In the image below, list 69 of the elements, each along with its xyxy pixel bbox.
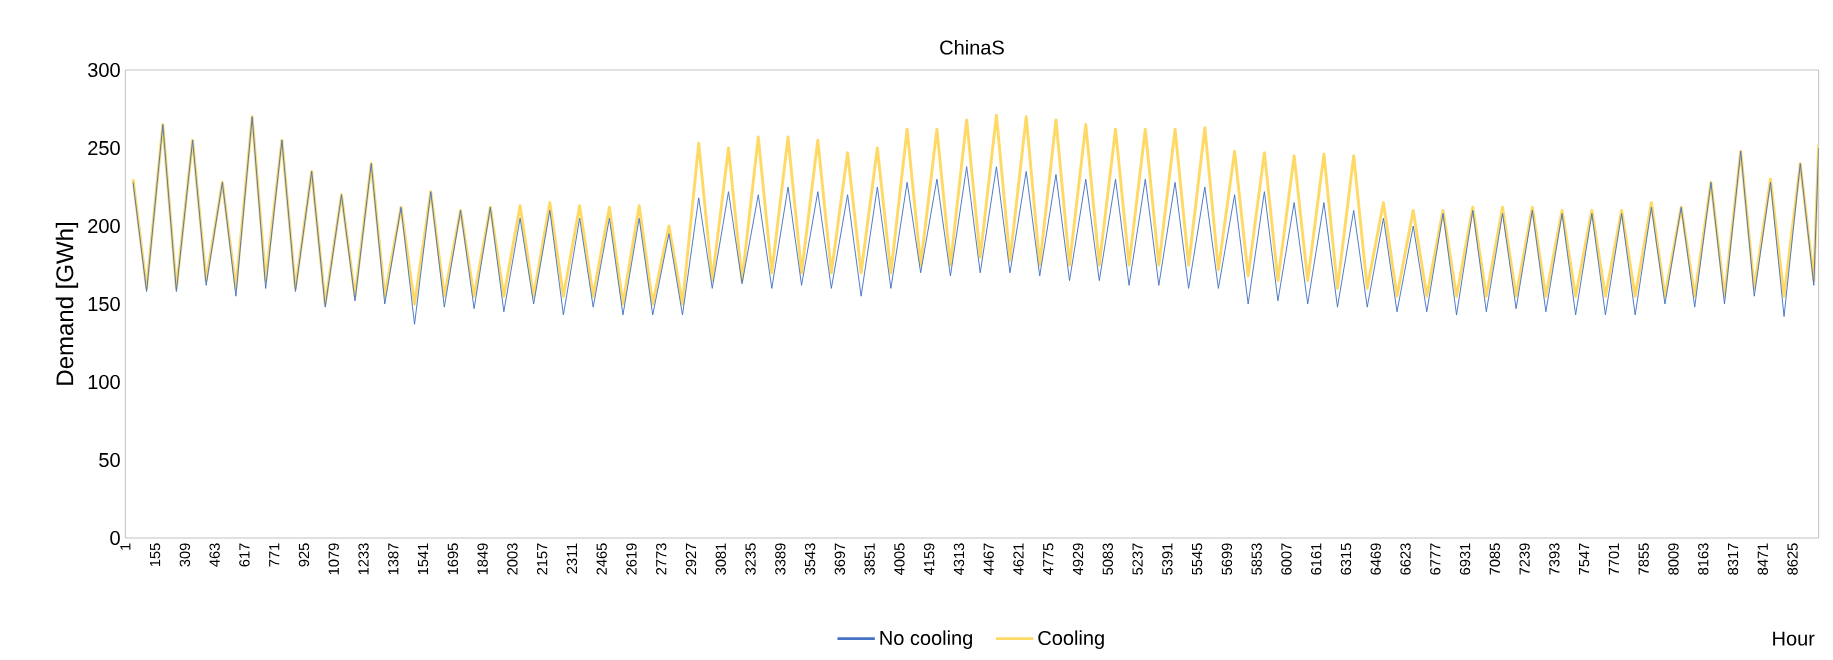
x-tick-label: 4313 [953,543,965,575]
x-tick-label: 5391 [1162,543,1173,575]
x-tick-label: 2003 [507,543,518,575]
x-tick-label: 2927 [685,543,697,575]
x-tick-label: 925 [298,543,310,567]
x-tick-label: 3389 [775,543,786,575]
x-tick-label: 309 [179,543,191,567]
y-tick-label: 100 [88,374,120,390]
x-tick-label: 7701 [1608,543,1620,575]
x-tick-label: 6315 [1340,543,1352,575]
x-tick-label: 3543 [804,543,816,575]
x-tick-label: 5545 [1192,543,1203,575]
x-tick-label: 5699 [1221,543,1233,575]
x-tick-label: 6623 [1400,543,1411,575]
x-tick-label: 1387 [388,543,399,575]
x-tick-label: 1079 [328,543,339,575]
x-tick-label: 6469 [1370,543,1381,575]
x-tick-label: 6007 [1281,543,1292,575]
x-tick-label: 7393 [1549,543,1560,575]
x-tick-label: 8471 [1757,543,1768,575]
x-tick-label: 8009 [1668,543,1679,575]
y-tick-label: 300 [88,62,120,78]
legend-label: Cooling [1038,630,1104,650]
x-tick-label: 4467 [983,543,994,575]
y-tick-label: 250 [88,140,120,156]
x-tick-label: 8625 [1787,543,1798,575]
x-tick-label: 6161 [1311,543,1322,575]
y-tick-label: 50 [99,452,120,468]
x-tick-label: 4929 [1072,543,1084,575]
x-tick-label: 7547 [1579,543,1590,575]
y-tick-label: 0 [110,530,120,546]
x-tick-label: 1541 [417,543,429,575]
chart-title: ChinaS [940,39,1004,55]
x-tick-label: 4159 [923,543,935,575]
x-tick-label: 2619 [626,543,637,575]
x-tick-label: 4005 [894,543,905,575]
x-tick-label: 617 [239,543,250,567]
x-tick-label: 155 [150,543,161,567]
x-tick-label: 1695 [447,543,459,575]
y-tick-label: 200 [88,218,120,234]
x-tick-label: 3697 [834,543,846,575]
x-tick-label: 3235 [745,543,756,575]
x-tick-label: 7855 [1638,543,1649,575]
x-tick-label: 5237 [1132,543,1143,575]
x-tick-label: 4775 [1043,543,1054,575]
legend-label: No cooling [880,630,972,650]
y-axis-title: Demand [GWh] [55,223,79,385]
x-tick-label: 8317 [1727,543,1739,575]
x-tick-label: 1849 [477,543,488,575]
x-tick-label: 1 [120,543,131,550]
x-tick-label: 3081 [715,543,726,575]
x-tick-label: 2311 [566,543,578,574]
x-axis-title: Hour [1773,631,1815,646]
x-tick-label: 771 [269,543,280,567]
x-tick-label: 6931 [1459,543,1471,575]
y-tick-label: 150 [88,296,120,312]
x-tick-label: 5853 [1251,543,1262,575]
x-tick-label: 7085 [1489,543,1501,575]
x-tick-label: 7239 [1519,543,1530,575]
x-tick-label: 2773 [656,543,667,575]
x-tick-label: 8163 [1698,543,1709,575]
x-tick-label: 5083 [1102,543,1113,575]
x-tick-label: 2465 [596,543,607,575]
x-tick-label: 1233 [358,543,369,575]
x-tick-label: 4621 [1013,543,1024,575]
x-tick-label: 2157 [536,543,548,575]
x-tick-label: 463 [209,543,220,567]
x-tick-label: 3851 [864,543,875,575]
x-tick-label: 6777 [1430,543,1441,575]
